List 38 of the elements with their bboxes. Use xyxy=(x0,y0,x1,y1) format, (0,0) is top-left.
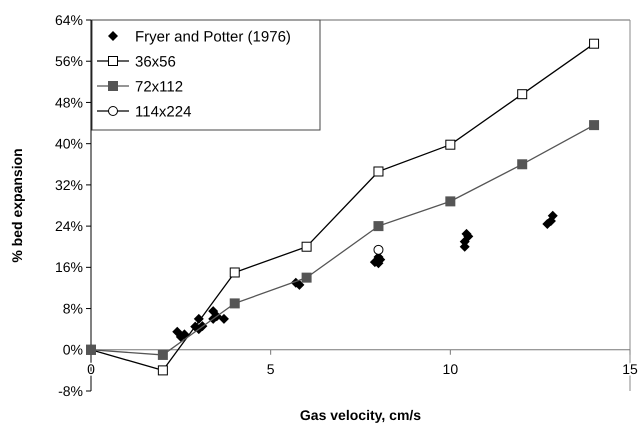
y-tick-label: 32% xyxy=(54,176,83,193)
point xyxy=(589,120,600,130)
point xyxy=(208,306,218,316)
y-tick-label: 16% xyxy=(54,259,83,276)
x-tick-label: 15 xyxy=(622,360,638,377)
y-tick-label: 8% xyxy=(62,300,83,316)
y-tick-label: 24% xyxy=(54,218,83,234)
x-axis-title: Gas velocity, cm/s xyxy=(300,407,422,423)
y-tick-label: 48% xyxy=(54,94,83,110)
point xyxy=(373,221,384,232)
point xyxy=(230,267,240,278)
legend-label: 72x112 xyxy=(135,78,184,96)
point xyxy=(302,242,312,252)
y-tick-label: 0% xyxy=(62,342,83,358)
y-tick-label: -8% xyxy=(58,382,83,399)
point xyxy=(373,244,384,255)
point xyxy=(373,166,384,176)
point xyxy=(158,365,168,376)
point xyxy=(445,196,456,206)
legend-label: 36x56 xyxy=(135,53,176,70)
legend-label: 114x224 xyxy=(135,103,192,120)
x-tick-label: 10 xyxy=(442,360,458,377)
point xyxy=(517,89,528,100)
point xyxy=(548,210,558,221)
point xyxy=(302,272,312,283)
y-tick-label: 56% xyxy=(54,53,83,70)
point xyxy=(218,314,229,324)
point xyxy=(517,159,528,170)
point xyxy=(172,326,182,337)
y-axis-title: % bed expansion xyxy=(9,148,25,263)
point xyxy=(230,298,240,308)
y-tick-label: 40% xyxy=(54,136,83,152)
point xyxy=(589,38,600,49)
y-tick-label: 64% xyxy=(54,12,83,28)
point xyxy=(445,140,456,150)
point xyxy=(158,350,168,360)
x-tick-label: 5 xyxy=(266,360,275,377)
legend-label: Fryer and Potter (1976) xyxy=(135,28,291,46)
